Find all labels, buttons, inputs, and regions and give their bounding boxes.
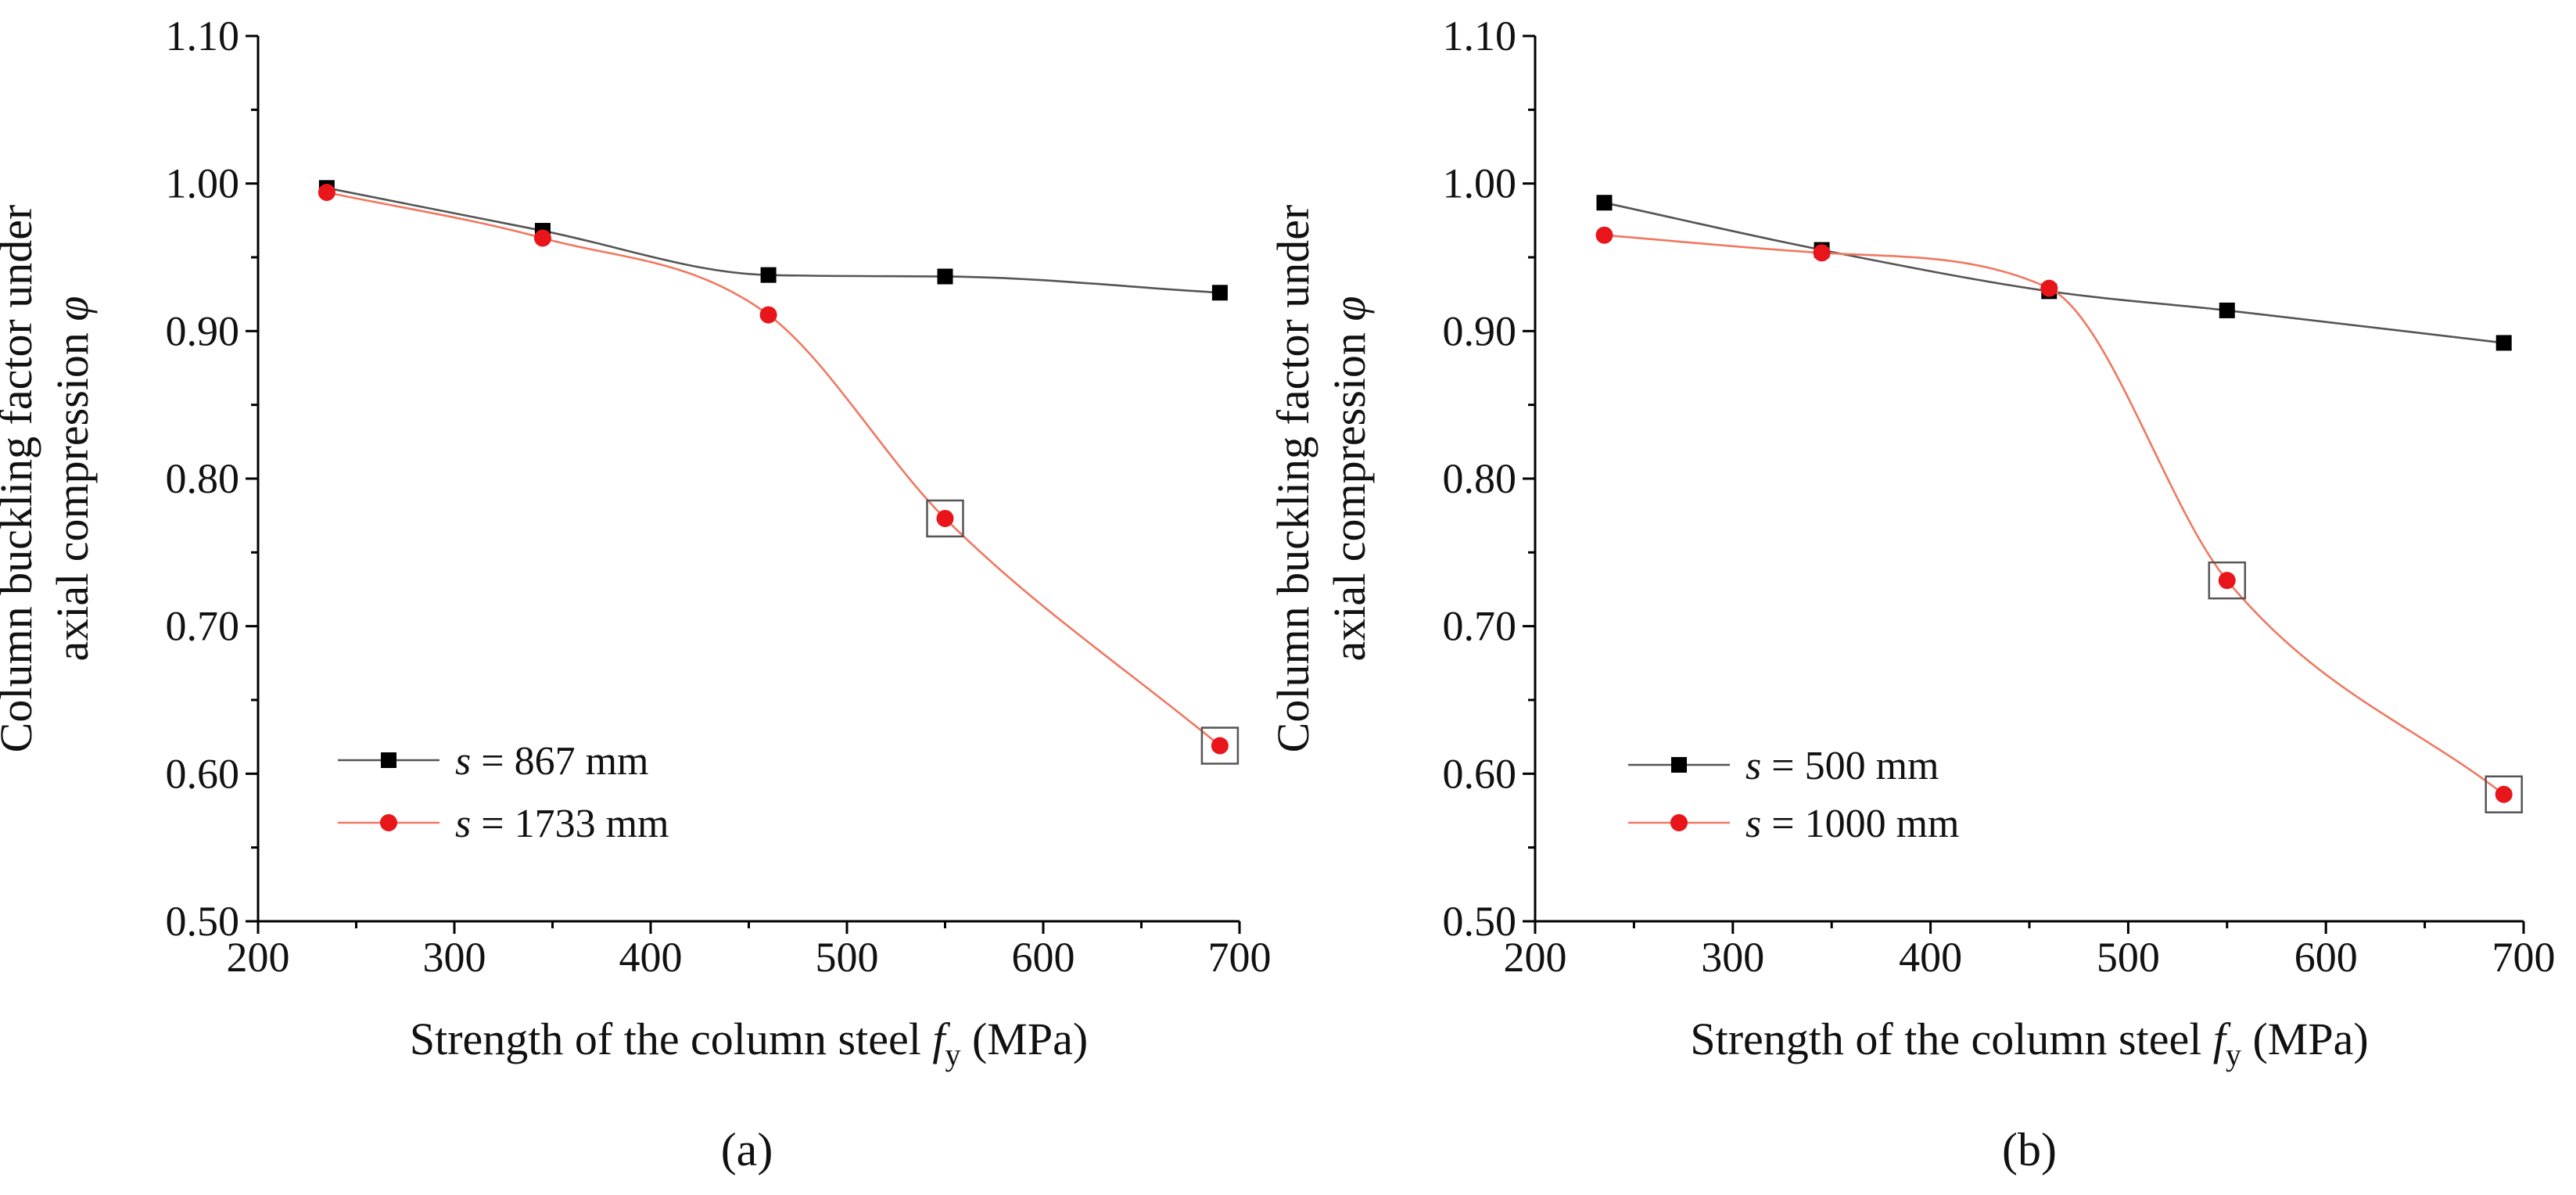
y-tick-label: 1.00 bbox=[166, 160, 240, 207]
y-tick-label: 0.90 bbox=[166, 307, 240, 354]
legend-marker-2 bbox=[380, 814, 397, 831]
series-1-point bbox=[760, 267, 777, 283]
y-tick-label: 0.80 bbox=[1443, 455, 1517, 502]
series-line-2 bbox=[1604, 234, 2505, 795]
y-tick-label: 0.80 bbox=[166, 455, 240, 502]
legend-label-1: s = 867 mm bbox=[455, 739, 648, 784]
y-tick-label: 0.90 bbox=[1443, 307, 1517, 354]
y-tick-label: 1.10 bbox=[1443, 13, 1517, 59]
y-tick-label: 0.60 bbox=[166, 750, 240, 797]
x-tick-label: 200 bbox=[1504, 934, 1567, 981]
series-2-point bbox=[2040, 279, 2058, 297]
legend-marker-1 bbox=[1671, 757, 1687, 773]
chart-panel-1: 200 300 400 500 600 700 0.50 0.60 0.70 0.80 0.90 1.… bbox=[0, 13, 1272, 1175]
series-line-2 bbox=[326, 191, 1221, 747]
chart-panel-2: 200 300 400 500 600 700 0.50 0.60 0.70 0.80 0.90 1.… bbox=[1268, 13, 2556, 1175]
x-tick-label: 200 bbox=[227, 934, 290, 981]
x-axis-label: Strength of the column steel fy (MPa) bbox=[410, 1014, 1088, 1072]
x-tick-label: 500 bbox=[2097, 934, 2160, 981]
y-axis-label-line2: axial compression φ bbox=[47, 296, 98, 662]
series-1-point bbox=[937, 268, 953, 285]
highlight-box bbox=[2485, 775, 2523, 813]
x-tick-label: 400 bbox=[1899, 934, 1962, 981]
y-axis-label-line2: axial compression φ bbox=[1324, 296, 1375, 662]
highlight-box bbox=[1200, 727, 1240, 765]
x-tick-label: 500 bbox=[816, 934, 879, 981]
x-tick-label: 600 bbox=[1012, 934, 1075, 981]
series-line-1 bbox=[1604, 201, 2504, 344]
series-2-point bbox=[1595, 226, 1613, 244]
series-2-point bbox=[759, 306, 777, 324]
series-2-point bbox=[533, 229, 551, 247]
legend-label-2: s = 1733 mm bbox=[455, 802, 669, 846]
legend-label-2: s = 1000 mm bbox=[1745, 802, 1959, 846]
series-1-point bbox=[2219, 302, 2235, 318]
legend-label-1: s = 500 mm bbox=[1745, 744, 1939, 788]
y-tick-label: 0.70 bbox=[166, 603, 240, 650]
y-tick-label: 1.00 bbox=[1443, 160, 1517, 207]
y-tick-label: 0.70 bbox=[1443, 603, 1517, 650]
panel-caption: (a) bbox=[721, 1124, 773, 1175]
series-2-point bbox=[318, 183, 335, 201]
series-2-point bbox=[2495, 785, 2513, 803]
y-axis-label-line1: Column buckling factor under bbox=[0, 205, 41, 753]
x-tick-label: 700 bbox=[1208, 934, 1272, 981]
y-axis-label-line1: Column buckling factor under bbox=[1268, 205, 1318, 753]
series-1-point bbox=[1211, 285, 1228, 301]
x-tick-label: 300 bbox=[423, 934, 486, 981]
x-tick-label: 600 bbox=[2294, 934, 2358, 981]
y-tick-label: 0.50 bbox=[1443, 898, 1517, 945]
series-2-point bbox=[2218, 572, 2236, 590]
panel-caption: (b) bbox=[2002, 1124, 2057, 1175]
highlight-box bbox=[926, 499, 964, 538]
legend-marker-1 bbox=[381, 752, 396, 768]
highlight-box bbox=[2208, 561, 2247, 600]
series-1-point bbox=[1596, 195, 1613, 211]
series-2-point bbox=[936, 509, 954, 527]
x-tick-label: 700 bbox=[2492, 934, 2556, 981]
y-tick-label: 0.50 bbox=[166, 898, 240, 945]
series-2-point bbox=[1211, 737, 1229, 755]
series-1-point bbox=[2495, 335, 2512, 351]
series-2-point bbox=[1813, 244, 1831, 262]
x-axis-label: Strength of the column steel fy (MPa) bbox=[1690, 1014, 2368, 1072]
y-tick-label: 1.10 bbox=[166, 13, 240, 59]
legend-marker-2 bbox=[1670, 814, 1688, 831]
x-tick-label: 300 bbox=[1701, 934, 1764, 981]
y-tick-label: 0.60 bbox=[1443, 750, 1517, 797]
x-tick-label: 400 bbox=[619, 934, 683, 981]
